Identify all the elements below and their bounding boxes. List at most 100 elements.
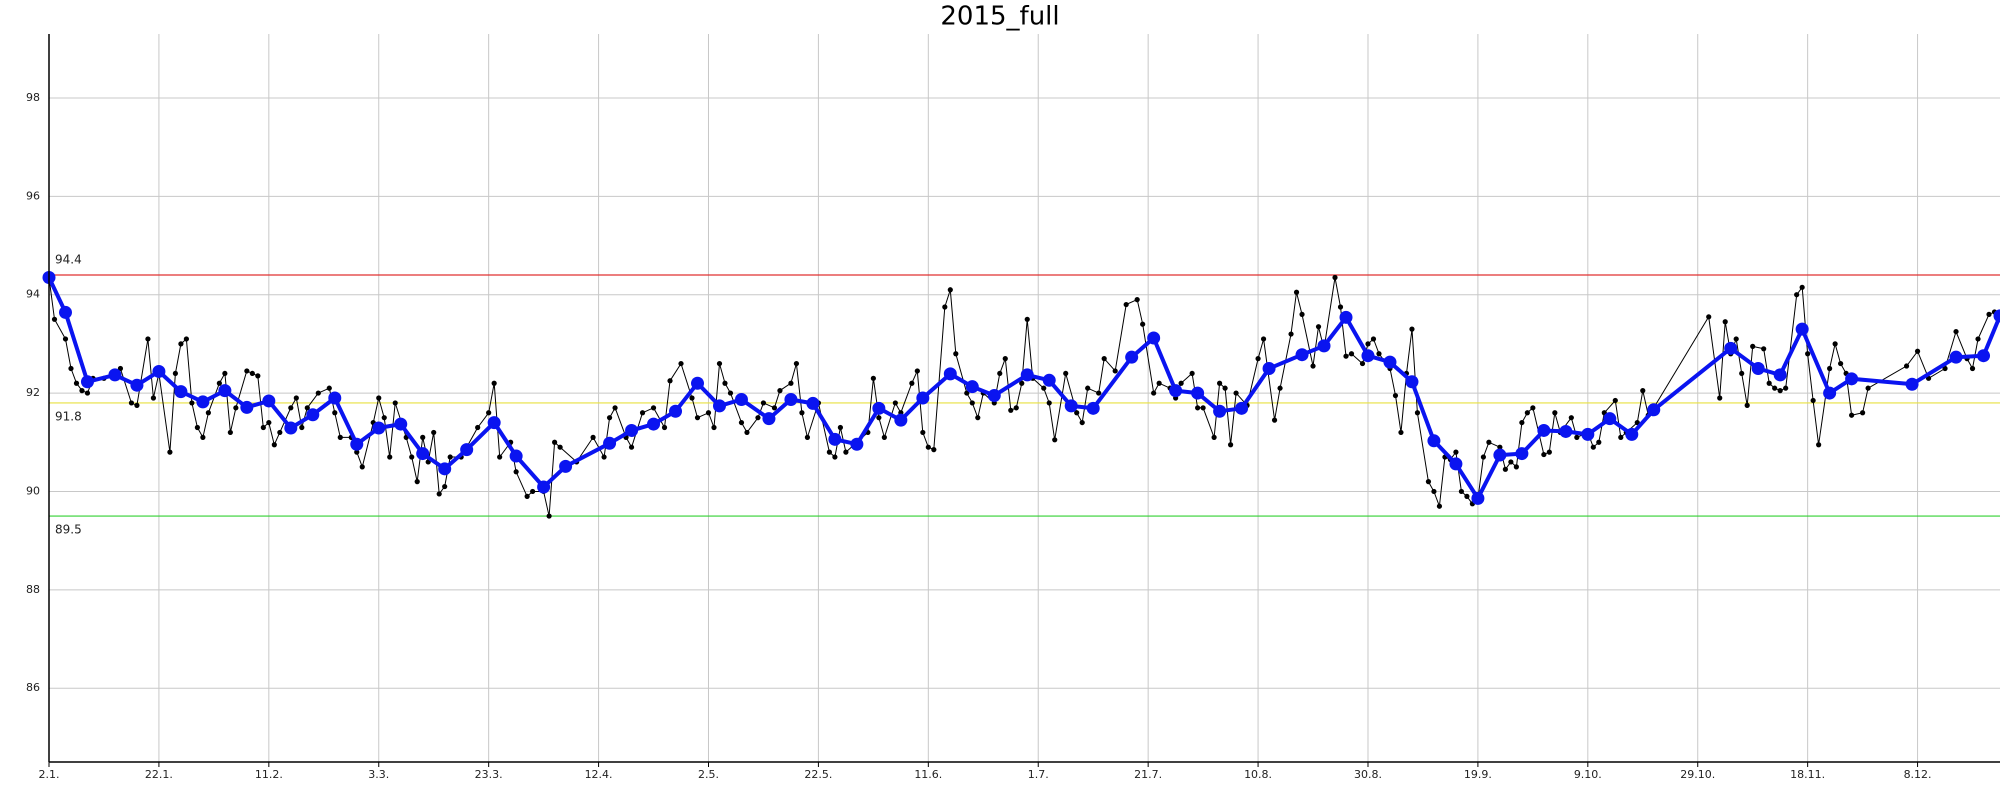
data-point: [931, 447, 937, 453]
data-point: [128, 400, 135, 406]
data-point: [1903, 363, 1910, 369]
data-point: [603, 436, 617, 450]
data-point: [178, 341, 184, 347]
data-point: [293, 395, 299, 401]
data-point: [244, 368, 250, 374]
data-point: [942, 304, 948, 310]
data-point: [1383, 355, 1397, 369]
data-point: [1816, 442, 1822, 448]
data-point: [1845, 372, 1859, 386]
data-point: [1559, 424, 1573, 438]
data-point: [771, 405, 778, 411]
y-tick-label: 88: [26, 583, 40, 596]
data-point: [678, 360, 684, 367]
data-point: [1949, 350, 1963, 364]
data-point: [1942, 365, 1948, 372]
data-point: [1838, 360, 1844, 367]
data-point: [1101, 356, 1107, 362]
data-point: [1370, 336, 1377, 342]
data-point: [1773, 368, 1787, 382]
data-point: [1002, 356, 1008, 362]
data-point: [381, 415, 387, 421]
data-point: [84, 390, 91, 396]
data-point: [1134, 297, 1140, 303]
data-point: [1519, 419, 1525, 426]
data-point: [1744, 402, 1750, 408]
data-point: [189, 400, 195, 406]
data-point: [1640, 388, 1646, 394]
data-point: [744, 429, 750, 436]
data-point: [1986, 311, 1992, 317]
reference-label: 94.4: [55, 253, 82, 267]
data-point: [727, 390, 734, 396]
data-point: [1618, 434, 1624, 440]
data-point: [647, 417, 661, 431]
y-tick-label: 94: [26, 288, 40, 301]
data-point: [134, 402, 140, 408]
data-point: [1041, 385, 1047, 391]
data-point: [509, 449, 523, 463]
data-point: [227, 429, 233, 436]
x-tick-label: 23.3.: [475, 768, 503, 781]
x-tick-label: 30.8.: [1354, 768, 1382, 781]
data-point: [650, 405, 657, 411]
data-point: [1271, 417, 1278, 423]
data-point: [1449, 457, 1463, 471]
data-point: [350, 437, 364, 451]
data-point: [68, 365, 74, 372]
data-point: [734, 392, 748, 406]
data-point: [1046, 400, 1052, 406]
data-point: [284, 421, 298, 435]
data-point: [194, 424, 200, 431]
data-point: [987, 389, 1001, 403]
data-point: [1361, 349, 1375, 363]
x-tick-label: 2.5.: [698, 768, 719, 781]
data-point: [1458, 488, 1465, 495]
y-tick-label: 98: [26, 91, 40, 104]
data-point: [1213, 404, 1227, 418]
data-point: [530, 488, 536, 495]
data-point: [1751, 361, 1765, 375]
data-point: [1794, 292, 1800, 298]
x-tick-label: 21.7.: [1134, 768, 1162, 781]
data-point: [1777, 388, 1783, 394]
chart-title: 2015_full: [940, 2, 1059, 32]
data-point: [1766, 380, 1772, 386]
data-point: [1339, 310, 1353, 324]
x-tick-label: 11.2.: [255, 768, 283, 781]
data-point: [1795, 322, 1809, 336]
data-point: [1008, 407, 1014, 413]
data-point: [1211, 434, 1217, 440]
data-point: [304, 405, 310, 411]
series-line: [47, 276, 2000, 501]
data-point: [559, 459, 573, 473]
data-point: [1151, 390, 1157, 396]
x-tick-label: 8.12.: [1904, 768, 1932, 781]
data-point: [183, 336, 189, 342]
data-point: [1486, 439, 1492, 445]
data-point: [1425, 479, 1432, 485]
data-point: [590, 434, 596, 440]
data-point: [1337, 304, 1344, 310]
data-point: [240, 400, 254, 414]
data-point: [1827, 365, 1833, 372]
data-point: [552, 439, 558, 445]
data-point: [1310, 363, 1316, 369]
data-point: [328, 391, 342, 405]
data-point: [997, 370, 1003, 377]
data-point: [920, 429, 926, 436]
data-point: [130, 378, 144, 392]
reference-label: 91.8: [55, 409, 82, 423]
data-point: [79, 388, 85, 394]
data-point: [947, 287, 953, 293]
data-point: [1977, 349, 1991, 363]
data-point: [1524, 410, 1530, 416]
data-point: [337, 434, 343, 440]
data-point: [826, 449, 833, 455]
data-point: [1112, 368, 1118, 374]
data-point: [1189, 370, 1195, 377]
data-point: [667, 378, 673, 384]
data-point: [1343, 353, 1349, 359]
data-point: [288, 405, 294, 411]
data-point: [436, 491, 442, 497]
